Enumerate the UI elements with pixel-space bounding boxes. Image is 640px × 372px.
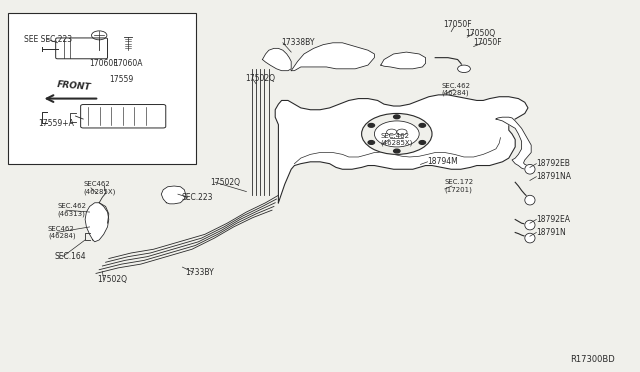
Polygon shape xyxy=(85,203,109,242)
Circle shape xyxy=(374,121,419,147)
Text: FRONT: FRONT xyxy=(56,80,91,92)
Bar xyxy=(8,13,196,164)
Text: 17559+A: 17559+A xyxy=(38,119,74,128)
Text: SEC462
(46284): SEC462 (46284) xyxy=(48,226,76,239)
Circle shape xyxy=(397,129,407,135)
Ellipse shape xyxy=(525,164,535,174)
Text: 17502Q: 17502Q xyxy=(210,178,240,187)
Text: 18791NA: 18791NA xyxy=(536,172,572,181)
Text: SEC462
(46285X): SEC462 (46285X) xyxy=(83,181,116,195)
Circle shape xyxy=(362,113,432,154)
Text: 17050F: 17050F xyxy=(474,38,502,47)
Polygon shape xyxy=(262,48,291,71)
Ellipse shape xyxy=(525,220,535,230)
Text: 18792EA: 18792EA xyxy=(536,215,570,224)
Circle shape xyxy=(394,115,400,119)
Text: 17050F: 17050F xyxy=(444,20,472,29)
Text: 18792EB: 18792EB xyxy=(536,159,570,168)
Text: 17060A: 17060A xyxy=(113,59,143,68)
FancyBboxPatch shape xyxy=(56,38,108,59)
Text: SEC.172
(17201): SEC.172 (17201) xyxy=(445,179,474,193)
Text: 1733BY: 1733BY xyxy=(186,268,214,277)
Circle shape xyxy=(419,124,426,127)
Text: 17502Q: 17502Q xyxy=(245,74,275,83)
Text: SEC.164: SEC.164 xyxy=(54,252,86,261)
Text: SEC.462
(46284): SEC.462 (46284) xyxy=(442,83,470,96)
Text: 18791N: 18791N xyxy=(536,228,566,237)
Circle shape xyxy=(368,141,374,144)
Text: 17060F: 17060F xyxy=(90,59,118,68)
Text: 17502Q: 17502Q xyxy=(97,275,127,284)
Circle shape xyxy=(387,129,397,135)
Text: 18794M: 18794M xyxy=(428,157,458,166)
Text: SEE SEC.223: SEE SEC.223 xyxy=(24,35,72,44)
Text: 17559: 17559 xyxy=(109,76,134,84)
Polygon shape xyxy=(161,186,186,204)
Text: SEC.462
(46285X): SEC.462 (46285X) xyxy=(381,133,413,146)
Ellipse shape xyxy=(525,233,535,243)
Polygon shape xyxy=(275,95,528,203)
Text: SEC.462
(46313): SEC.462 (46313) xyxy=(58,203,86,217)
Circle shape xyxy=(419,141,426,144)
FancyBboxPatch shape xyxy=(81,105,166,128)
Text: R17300BD: R17300BD xyxy=(570,355,614,364)
Text: 17338BY: 17338BY xyxy=(282,38,315,47)
Polygon shape xyxy=(496,117,531,169)
Text: SEC.223: SEC.223 xyxy=(181,193,212,202)
Polygon shape xyxy=(381,52,426,69)
Text: 17050Q: 17050Q xyxy=(465,29,495,38)
Polygon shape xyxy=(291,43,374,71)
Ellipse shape xyxy=(525,195,535,205)
Circle shape xyxy=(458,65,470,73)
Circle shape xyxy=(368,124,374,127)
Circle shape xyxy=(394,149,400,153)
